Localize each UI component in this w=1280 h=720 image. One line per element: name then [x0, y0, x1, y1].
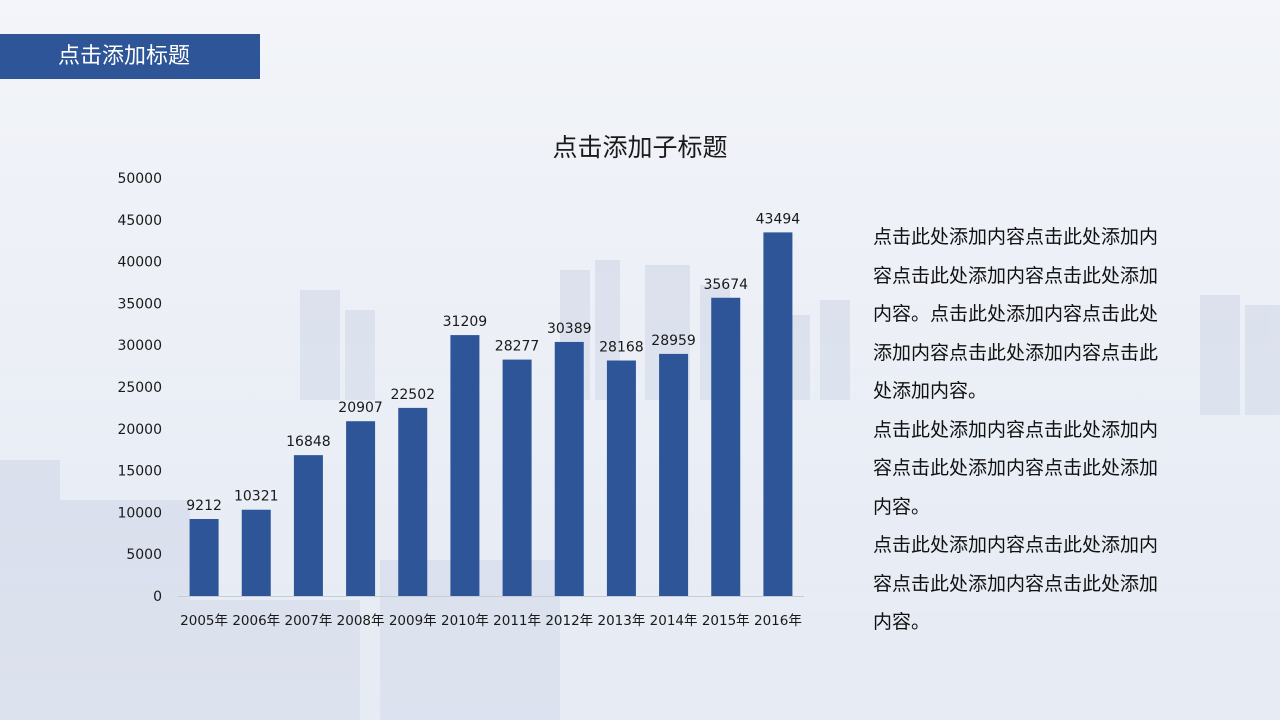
bar-2008年	[346, 421, 376, 596]
data-label: 28168	[599, 340, 644, 356]
y-tick-label: 20000	[117, 422, 162, 438]
y-tick-label: 45000	[117, 213, 162, 229]
bar-2006年	[241, 509, 271, 596]
data-label: 31209	[443, 314, 488, 330]
data-label: 22502	[390, 387, 435, 403]
slide-title[interactable]: 点击添加标题	[58, 44, 191, 69]
data-label: 9212	[186, 498, 222, 514]
y-tick-label: 0	[153, 589, 162, 605]
y-tick-label: 5000	[126, 547, 162, 563]
data-label: 16848	[286, 434, 331, 450]
data-label: 10321	[234, 489, 279, 505]
y-tick-label: 40000	[117, 255, 162, 271]
y-tick-label: 15000	[117, 464, 162, 480]
content-paragraph-1: 点击此处添加内容点击此处添加内容点击此处添加内容点击此处添加内容。点击此处添加内…	[873, 226, 1159, 402]
bar-2012年	[554, 341, 584, 596]
bar-2010年	[450, 335, 480, 596]
y-tick-label: 35000	[117, 296, 162, 312]
x-tick-label: 2014年	[650, 613, 698, 629]
x-tick-label: 2012年	[545, 613, 593, 629]
bar-2016年	[763, 232, 793, 596]
content-text-block[interactable]: 点击此处添加内容点击此处添加内容点击此处添加内容点击此处添加内容。点击此处添加内…	[873, 218, 1173, 642]
y-tick-label: 10000	[117, 505, 162, 521]
bar-2007年	[293, 455, 323, 596]
y-tick-label: 25000	[117, 380, 162, 396]
bar-2009年	[398, 407, 428, 596]
data-label: 30389	[547, 321, 592, 337]
x-tick-label: 2015年	[702, 613, 750, 629]
bar-2014年	[659, 353, 689, 596]
x-tick-label: 2016年	[754, 613, 802, 629]
bar-2015年	[711, 297, 741, 596]
content-paragraph-2: 点击此处添加内容点击此处添加内容点击此处添加内容点击此处添加内容。	[873, 418, 1159, 518]
bar-2005年	[189, 518, 219, 596]
x-tick-label: 2006年	[232, 613, 280, 629]
data-label: 28277	[495, 339, 540, 355]
x-tick-label: 2010年	[441, 613, 489, 629]
data-label: 20907	[338, 400, 383, 416]
x-tick-label: 2008年	[337, 613, 385, 629]
data-label: 43494	[756, 211, 801, 227]
x-tick-label: 2011年	[493, 613, 541, 629]
x-tick-label: 2007年	[284, 613, 332, 629]
title-banner: 点击添加标题	[0, 34, 260, 79]
data-label: 28959	[651, 333, 696, 349]
content-paragraph-3: 点击此处添加内容点击此处添加内容点击此处添加内容点击此处添加内容。	[873, 534, 1159, 633]
bar-2013年	[606, 360, 636, 596]
x-tick-label: 2009年	[389, 613, 437, 629]
chart-subtitle[interactable]: 点击添加子标题	[552, 133, 728, 162]
y-tick-label: 50000	[117, 171, 162, 187]
x-tick-label: 2005年	[180, 613, 228, 629]
x-tick-label: 2013年	[597, 613, 645, 629]
bar-2011年	[502, 359, 532, 596]
y-tick-label: 30000	[117, 338, 162, 354]
data-label: 35674	[703, 277, 748, 293]
